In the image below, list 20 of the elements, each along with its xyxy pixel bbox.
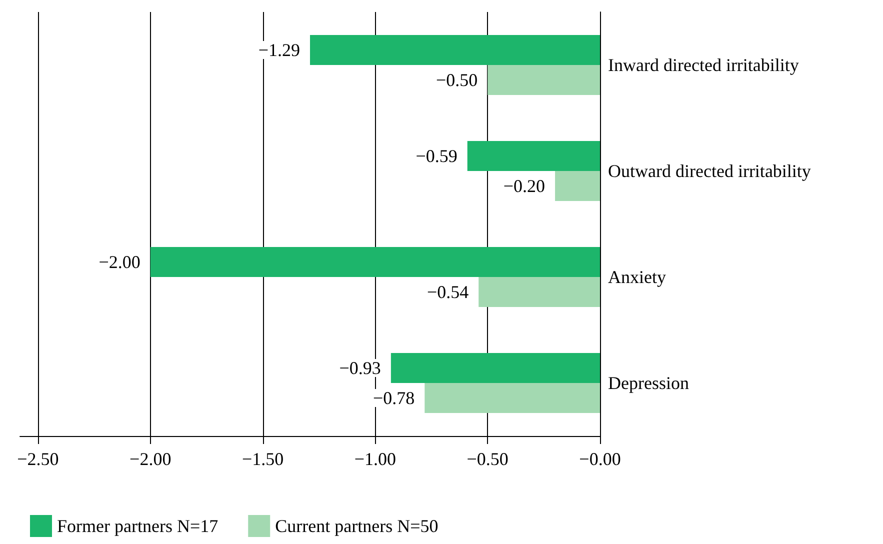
data-label: −0.54 [426,282,469,302]
y-tick-label: Depression [608,373,689,393]
data-label: −0.20 [503,176,546,196]
data-label: −1.29 [258,40,300,60]
x-tick-label: −0.50 [466,449,508,469]
data-label: −0.59 [416,146,458,166]
x-tick-label: −2.50 [17,449,59,469]
y-tick-label: Anxiety [608,267,666,287]
x-tick-label: −0.00 [579,449,621,469]
data-label: −0.50 [436,70,478,90]
data-label: −0.93 [339,358,381,378]
x-tick-label: −2.00 [130,449,172,469]
x-tick-label: −1.00 [354,449,396,469]
y-tick-label: Inward directed irritability [608,55,799,75]
data-label: −0.78 [372,388,415,408]
data-label: −2.00 [98,252,140,272]
legend-label: Current partners N=50 [275,516,438,536]
x-tick-label: −1.50 [242,449,284,469]
legend-label: Former partners N=17 [57,516,218,536]
y-tick-label: Outward directed irritability [608,161,811,181]
